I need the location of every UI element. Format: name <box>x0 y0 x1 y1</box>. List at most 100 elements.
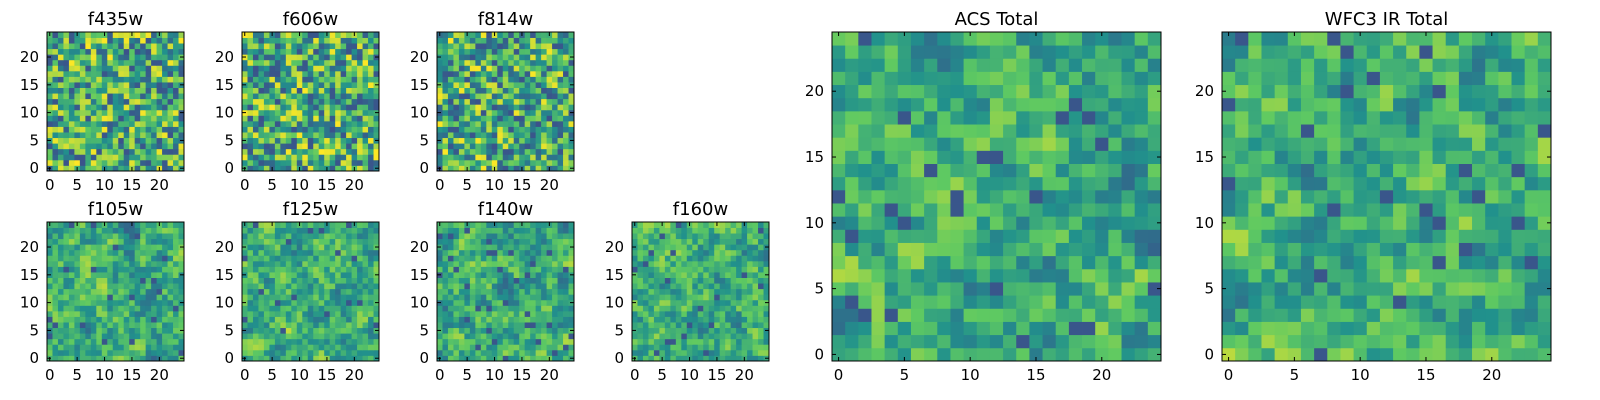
heatmap-cell <box>242 59 248 66</box>
heatmap-cell <box>497 244 504 251</box>
heatmap-cell <box>134 132 141 139</box>
heatmap-cell <box>335 283 342 290</box>
heatmap-cell <box>519 65 526 72</box>
heatmap-cell <box>871 189 886 204</box>
heatmap-cell <box>329 98 336 105</box>
heatmap-cell <box>632 288 638 295</box>
heatmap-cell <box>1016 163 1030 178</box>
heatmap-cell <box>63 115 70 122</box>
heatmap-cell <box>252 54 259 61</box>
heatmap-cell <box>491 104 498 111</box>
heatmap-cell <box>568 294 575 301</box>
heatmap-cell <box>832 255 846 270</box>
heatmap-cell <box>747 233 753 240</box>
heatmap-cell <box>156 70 163 77</box>
heatmap-cell <box>535 32 542 38</box>
heatmap-cell <box>530 70 537 77</box>
heatmap-cell <box>274 48 281 55</box>
heatmap-cell <box>68 126 75 133</box>
heatmap-cell <box>351 327 358 334</box>
heatmap-cell <box>557 104 564 111</box>
heatmap-cell <box>302 43 309 50</box>
heatmap-cell <box>563 299 569 306</box>
heatmap-cell <box>546 59 553 66</box>
heatmap-cell <box>269 244 276 251</box>
heatmap-cell <box>178 294 185 301</box>
heatmap-cell <box>285 244 292 251</box>
heatmap-cell <box>351 132 358 139</box>
heatmap-cell <box>302 159 309 166</box>
heatmap-cell <box>178 126 185 133</box>
heatmap-cell <box>242 333 248 340</box>
heatmap-cell <box>123 65 130 72</box>
heatmap-cell <box>101 277 108 284</box>
heatmap-cell <box>437 338 443 345</box>
heatmap-cell <box>178 333 185 340</box>
heatmap-cell <box>242 48 248 55</box>
heatmap-cell <box>129 316 136 323</box>
heatmap-cell <box>508 98 515 105</box>
heatmap-cell <box>1134 268 1149 283</box>
heatmap-cell <box>502 143 509 150</box>
heatmap-cell <box>447 120 454 127</box>
heatmap-cell <box>858 163 872 178</box>
heatmap-cell <box>563 54 569 61</box>
heatmap-cell <box>252 104 259 111</box>
heatmap-cell <box>541 54 547 61</box>
heatmap-cell <box>458 32 465 38</box>
heatmap-cell <box>508 249 515 256</box>
heatmap-cell <box>447 294 454 301</box>
heatmap-cell <box>63 143 70 150</box>
heatmap-cell <box>508 93 515 100</box>
heatmap-cell <box>464 132 471 139</box>
heatmap-cell <box>162 54 168 61</box>
heatmap-cell <box>858 347 872 362</box>
heatmap-cell <box>47 249 53 256</box>
x-tick-label: 20 <box>150 366 169 384</box>
heatmap-cell <box>552 70 558 77</box>
heatmap-cell <box>85 65 92 72</box>
heatmap-cell <box>937 282 951 296</box>
heatmap-cell <box>937 347 951 362</box>
heatmap-cell <box>675 327 682 334</box>
heatmap-cell <box>437 87 443 94</box>
heatmap-cell <box>313 294 320 301</box>
heatmap-cell <box>362 137 369 144</box>
heatmap-cell <box>346 115 352 122</box>
heatmap-cell <box>68 266 75 273</box>
heatmap-cell <box>464 37 471 44</box>
heatmap-cell <box>307 59 314 66</box>
heatmap-cell <box>247 76 254 83</box>
heatmap-cell <box>140 143 147 150</box>
heatmap-cell <box>123 32 130 38</box>
heatmap-cell <box>989 150 1004 164</box>
heatmap-cell <box>519 333 526 340</box>
heatmap-cell <box>552 120 558 127</box>
heatmap-cell <box>963 176 978 191</box>
heatmap-cell <box>681 355 688 362</box>
heatmap-cell <box>535 165 542 172</box>
heatmap-cell <box>453 277 460 284</box>
heatmap-cell <box>340 87 347 94</box>
heatmap-cell <box>263 54 270 61</box>
heatmap-cell <box>858 216 872 230</box>
heatmap-cell <box>178 65 185 72</box>
heatmap-cell <box>475 233 482 240</box>
heatmap-cell <box>280 59 287 66</box>
heatmap-cell <box>351 43 358 50</box>
heatmap-cell <box>167 43 174 50</box>
heatmap-cell <box>480 238 487 245</box>
heatmap-cell <box>632 349 638 356</box>
heatmap-cell <box>469 54 476 61</box>
heatmap-cell <box>96 98 103 105</box>
heatmap-cell <box>741 266 748 273</box>
heatmap-cell <box>480 109 487 116</box>
heatmap-cell <box>1108 334 1122 349</box>
heatmap-cell <box>291 288 298 295</box>
heatmap-cell <box>263 126 270 133</box>
heatmap-cell <box>519 70 526 77</box>
heatmap-cell <box>156 98 163 105</box>
heatmap-cell <box>475 143 482 150</box>
heatmap-cell <box>524 233 531 240</box>
heatmap-cell <box>524 143 531 150</box>
